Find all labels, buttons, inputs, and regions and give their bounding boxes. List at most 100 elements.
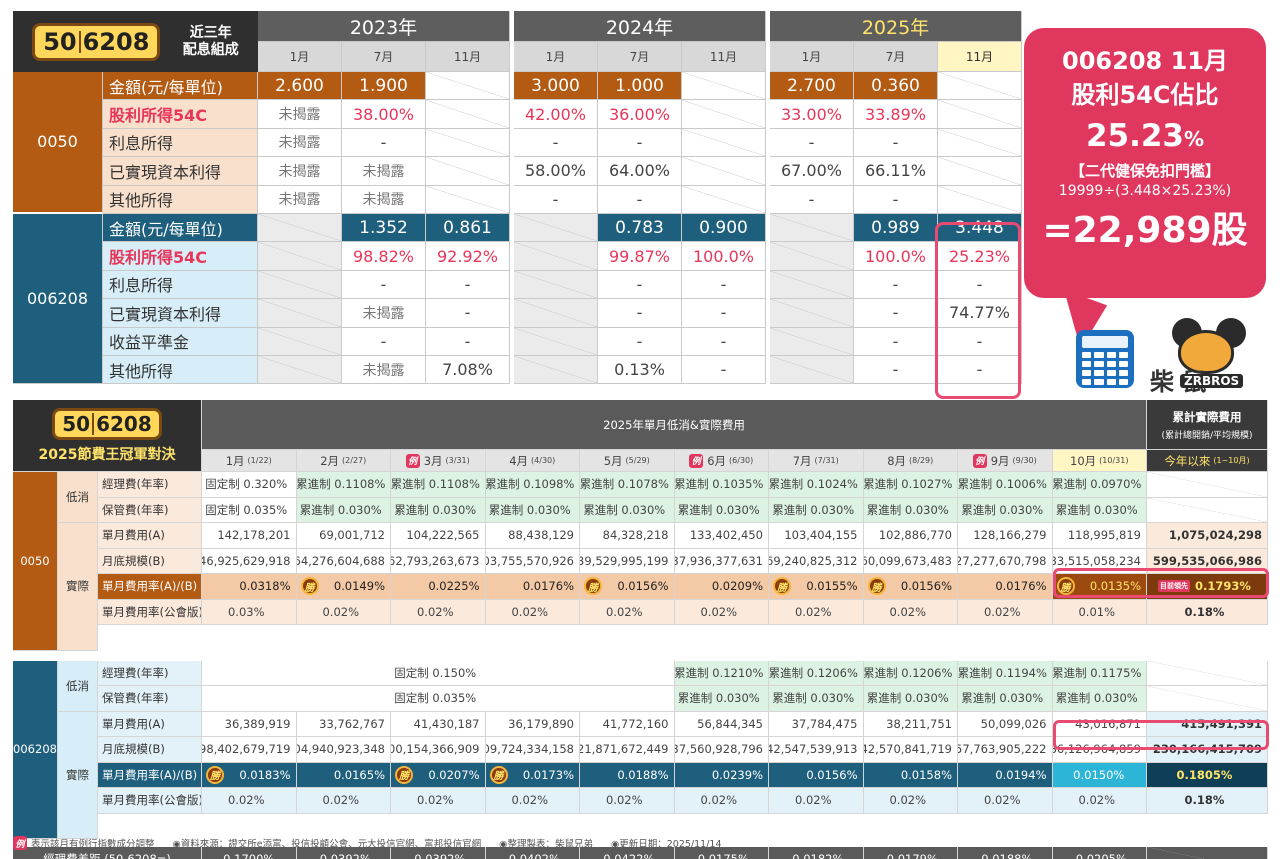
value-cell: 883,515,058,234 (1052, 548, 1147, 574)
value-cell: 累進制 0.1098% (485, 472, 580, 498)
callout-title-1: 006208 11月 (1062, 47, 1228, 75)
value-cell: 0.989 (854, 213, 938, 243)
value-cell: - (598, 185, 682, 214)
value-cell: - (854, 355, 938, 385)
value-cell: 66.11% (854, 157, 938, 186)
value-cell: - (426, 270, 510, 300)
value-cell: 0.02% (485, 788, 580, 814)
month-header: 11月 (682, 42, 766, 72)
row-label: 已實現資本利得 (103, 157, 258, 186)
value-cell (682, 100, 766, 129)
footer-updated: ◉更新日期：2025/11/14 (610, 839, 722, 850)
value-cell: 3.000 (514, 72, 598, 101)
row-label: 已實現資本利得 (103, 299, 258, 328)
value-cell: 未揭露 (258, 157, 342, 186)
value-cell: 0.02% (202, 788, 297, 814)
value-cell: 累進制 0.1210% (674, 660, 769, 686)
value-cell: 累進制 0.1206% (769, 660, 864, 686)
value-cell: 74.77% (938, 299, 1022, 328)
cum-cell (1147, 472, 1268, 498)
rate-cell: 0.0209% (674, 574, 769, 600)
value-cell (770, 242, 854, 271)
fixed-rate-cell: 固定制 0.150% (202, 660, 675, 686)
value-cell: 累進制 0.030% (674, 497, 769, 523)
value-cell: 103,404,155 (769, 523, 864, 549)
row-label: 收益平準金 (103, 327, 258, 356)
logo-subtitle: 2025節費王冠軍對決 (38, 446, 176, 463)
value-cell: 92.92% (426, 242, 510, 271)
row-label: 單月費用率(A)/(B) (98, 574, 202, 600)
spacer (13, 650, 1268, 661)
value-cell: 0.783 (598, 213, 682, 243)
year-header: 2024年 (514, 11, 766, 42)
row-label: 保管費(年率) (98, 686, 202, 712)
value-cell: 未揭露 (342, 185, 426, 214)
rate-cell: 0.0176% (485, 574, 580, 600)
value-cell: 0.03% (202, 599, 297, 625)
value-cell: 36.00% (598, 100, 682, 129)
value-cell: - (682, 355, 766, 385)
diff-cell: -0.0392% (391, 847, 486, 859)
value-cell: 累進制 0.1206% (863, 660, 958, 686)
cumulative-header: 累計實際費用 (累計總開銷/平均規模) (1147, 400, 1268, 450)
value-cell: - (514, 128, 598, 158)
month-header: 8月 (8/29) (863, 450, 958, 472)
value-cell: 0.02% (958, 788, 1053, 814)
win-icon: 勝 (206, 765, 224, 784)
value-cell: 25.23% (938, 242, 1022, 271)
value-cell: 累進制 0.1108% (391, 472, 486, 498)
diff-cell: -0.0205% (1052, 847, 1147, 859)
value-cell: 1.900 (342, 72, 426, 101)
month-header: 11月 (426, 42, 510, 72)
value-cell: 0.02% (674, 599, 769, 625)
logo-badge: 50 6208 (52, 407, 162, 440)
value-cell: 38,211,751 (863, 711, 958, 737)
value-cell: - (682, 327, 766, 356)
value-cell: - (342, 128, 426, 158)
value-cell: 41,430,187 (391, 711, 486, 737)
value-cell: 累進制 0.030% (1052, 686, 1147, 712)
value-cell: 118,995,819 (1052, 523, 1147, 549)
value-cell: 累進制 0.1078% (580, 472, 675, 498)
year-header: 2025年 (770, 11, 1022, 42)
value-cell: 98.82% (342, 242, 426, 271)
value-cell: - (426, 299, 510, 328)
value-cell: 503,755,570,926 (485, 548, 580, 574)
row-label: 單月費用(A) (98, 711, 202, 737)
row-label: 利息所得 (103, 270, 258, 300)
rate-cell: 0.0158% (863, 762, 958, 788)
value-cell (426, 72, 510, 101)
value-cell (938, 128, 1022, 158)
cumulative-month-header: 今年以來 (1~10月) (1147, 450, 1268, 472)
callout-title-2: 股利54C佔比 (1071, 81, 1219, 109)
value-cell: 0.02% (391, 788, 486, 814)
value-cell: - (682, 299, 766, 328)
spacer (98, 625, 1268, 651)
group-real: 實際 (58, 711, 98, 839)
value-cell (426, 157, 510, 186)
footer-source: ◉資料來源：證交所e添富、投信投顧公會、元大投信官網、富邦投信官網 (172, 839, 482, 850)
diff-cell: 0.1700% (202, 847, 297, 859)
value-cell: 0.02% (863, 788, 958, 814)
value-cell: 0.02% (296, 599, 391, 625)
year-header: 2023年 (258, 11, 510, 42)
callout-threshold-label: 【二代健保免扣門檻】 (1069, 162, 1220, 180)
month-header: 10月 (10/31) (1052, 450, 1147, 472)
value-cell: 257,763,905,222 (958, 737, 1053, 763)
diff-cell: -0.0179% (863, 847, 958, 859)
month-header: 例 6月 (6/30) (674, 450, 769, 472)
value-cell: 0.02% (1052, 788, 1147, 814)
cum-rate-cell: 目前領先 0.1793% (1147, 574, 1268, 600)
value-cell: 未揭露 (342, 355, 426, 385)
value-cell (514, 213, 598, 243)
value-cell: 累進制 0.030% (958, 497, 1053, 523)
value-cell: 累進制 0.1024% (769, 472, 864, 498)
value-cell: 539,529,995,199 (580, 548, 675, 574)
cum-cell (1147, 660, 1268, 686)
group-min: 低消 (58, 472, 98, 523)
value-cell (938, 100, 1022, 129)
value-cell (938, 185, 1022, 214)
value-cell (770, 327, 854, 356)
footer-maker: ◉整理製表：柴鼠兄弟 (499, 839, 593, 850)
spacer (98, 813, 1268, 839)
